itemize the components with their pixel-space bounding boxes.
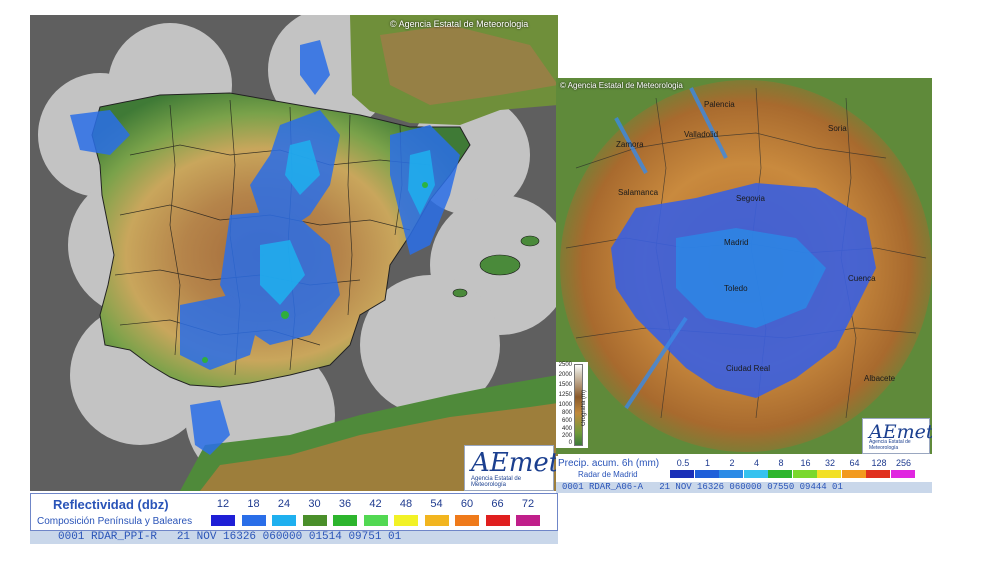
elevation-tick: 2000	[558, 372, 572, 378]
precipitation-legend-swatch	[743, 470, 768, 478]
iberia-radar-image	[38, 15, 558, 491]
elevation-scale: 2500 2000 1500 1250 1000 800 600 400 200…	[556, 362, 588, 448]
reflectivity-legend-swatch	[424, 515, 449, 526]
elevation-tick: 400	[561, 426, 572, 432]
aemet-logo-mark: AEmet	[471, 448, 558, 478]
city-label: Albacete	[864, 374, 896, 383]
reflectivity-legend-value: 12	[216, 498, 230, 510]
aemet-logo: AEmet Agencia Estatal de Meteorología	[464, 445, 558, 491]
reflectivity-legend-value: 30	[308, 498, 321, 510]
legend-subtitle: Composición Península y Baleares	[37, 516, 193, 527]
precipitation-legend-value: 16	[800, 458, 811, 468]
balearic-islands	[452, 235, 540, 298]
legend-subtitle: Radar de Madrid	[578, 470, 638, 479]
madrid-radar-panel: Palencia Valladolid Soria Zamora Salaman…	[556, 78, 932, 494]
elevation-tick: 2500	[558, 362, 572, 368]
precipitation-legend-swatch	[768, 470, 792, 478]
product-status-line: 0001 RDAR_PPI-R 21 NOV 16326 060000 0151…	[30, 531, 558, 544]
elevation-label: Orografía (m)	[581, 390, 587, 427]
legend-title: Reflectividad (dbz)	[53, 497, 169, 512]
city-label: Valladolid	[684, 130, 719, 139]
precipitation-legend-value: 256	[895, 458, 912, 468]
precipitation-legend-swatch	[719, 470, 743, 478]
precipitation-legend-swatch	[694, 470, 719, 478]
city-label: Toledo	[724, 284, 748, 293]
precipitation-legend-value: 64	[849, 458, 860, 468]
reflectivity-legend-swatch	[516, 515, 540, 526]
elevation-tick: 200	[561, 433, 572, 439]
city-label: Soria	[828, 124, 847, 133]
reflectivity-legend-value: 54	[430, 498, 443, 510]
precipitation-legend-value: 4	[753, 458, 759, 468]
aemet-logo: AEmet Agencia Estatal de Meteorología	[862, 418, 932, 454]
madrid-radar-map: Palencia Valladolid Soria Zamora Salaman…	[556, 78, 932, 454]
precipitation-legend-swatch	[866, 470, 890, 478]
composite-radar-map: © Agencia Estatal de Meteorologia AEmet …	[30, 15, 558, 491]
reflectivity-legend-swatch	[211, 515, 235, 526]
precipitation-legend-swatch	[841, 470, 866, 478]
elevation-tick: 1500	[558, 382, 572, 388]
precipitation-legend-value: 8	[778, 458, 784, 468]
city-label: Ciudad Real	[726, 364, 771, 373]
reflectivity-legend: Reflectividad (dbz) Composición Penínsul…	[30, 493, 558, 531]
elevation-tick: 800	[561, 410, 572, 416]
precipitation-legend-value: 2	[729, 458, 735, 468]
elevation-tick: 0	[568, 440, 572, 446]
reflectivity-legend-value: 36	[338, 498, 352, 510]
elevation-color-bar	[574, 364, 583, 446]
precipitation-legend-swatch	[817, 470, 841, 478]
composite-radar-panel: © Agencia Estatal de Meteorologia AEmet …	[30, 15, 558, 545]
reflectivity-legend-value: 48	[399, 498, 413, 510]
precipitation-legend: Precip. acum. 6h (mm) Radar de Madrid 0.…	[556, 456, 932, 482]
copyright-notice: © Agencia Estatal de Meteorologia	[560, 81, 683, 90]
city-label: Palencia	[704, 100, 735, 109]
reflectivity-legend-value: 60	[460, 498, 474, 510]
precipitation-legend-value: 0.5	[676, 458, 690, 468]
legend-title: Precip. acum. 6h (mm)	[558, 458, 660, 469]
city-label: Zamora	[616, 140, 644, 149]
city-label: Segovia	[736, 194, 765, 203]
reflectivity-legend-swatch	[363, 515, 388, 526]
aemet-logo-subtitle: Agencia Estatal de Meteorología	[869, 439, 911, 451]
copyright-notice: © Agencia Estatal de Meteorologia	[390, 19, 529, 29]
reflectivity-legend-swatch	[455, 515, 479, 526]
reflectivity-legend-swatch	[485, 515, 510, 526]
reflectivity-legend-swatch	[241, 515, 266, 526]
reflectivity-legend-value: 66	[491, 498, 504, 510]
city-label: Madrid	[724, 238, 749, 247]
reflectivity-legend-value: 42	[369, 498, 382, 510]
precipitation-legend-value: 32	[824, 458, 835, 468]
elevation-tick: 600	[561, 418, 572, 424]
elevation-tick: 1250	[558, 392, 572, 398]
elevation-tick: 1000	[558, 402, 572, 408]
precipitation-legend-value: 1	[704, 458, 710, 468]
reflectivity-legend-value: 24	[277, 498, 291, 510]
reflectivity-legend-value: 18	[247, 498, 260, 510]
reflectivity-legend-swatch	[302, 515, 327, 526]
precipitation-legend-value: 128	[871, 458, 887, 468]
city-label: Cuenca	[848, 274, 876, 283]
reflectivity-legend-value: 72	[521, 498, 535, 510]
precipitation-legend-swatch	[792, 470, 817, 478]
reflectivity-legend-swatch	[394, 515, 418, 526]
city-label: Salamanca	[618, 188, 659, 197]
precipitation-legend-swatch	[890, 470, 915, 478]
reflectivity-legend-swatch	[333, 515, 357, 526]
product-status-line: 0001 RDAR_A06-A 21 NOV 16326 060000 0755…	[556, 482, 932, 493]
madrid-radar-image	[556, 78, 932, 454]
aemet-logo-mark: AEmet	[869, 421, 932, 443]
reflectivity-legend-swatch	[272, 515, 296, 526]
aemet-logo-subtitle: Agencia Estatal de Meteorología	[471, 476, 522, 488]
precipitation-legend-swatch	[670, 470, 694, 478]
